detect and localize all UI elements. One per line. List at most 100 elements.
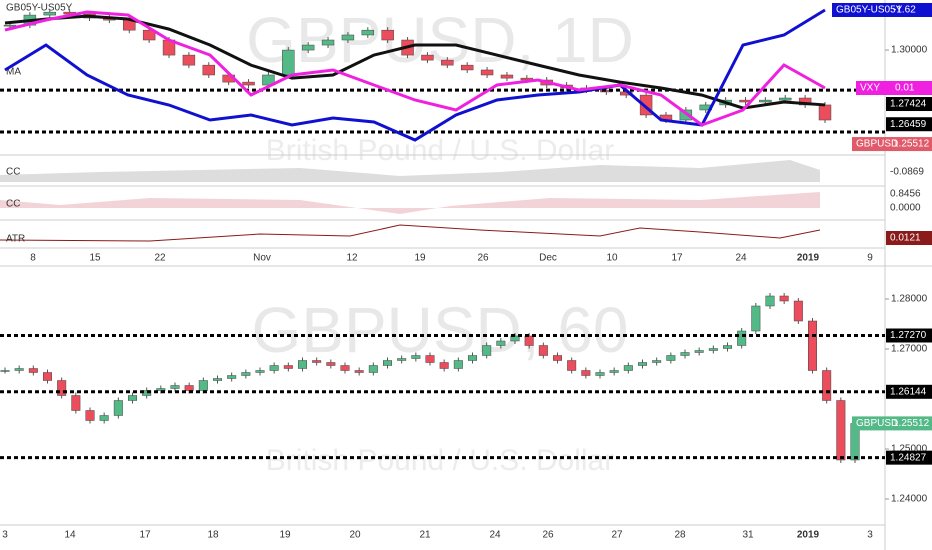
x-tick-label: 19: [279, 530, 291, 541]
candle: [609, 370, 619, 373]
x-tick-label: 10: [606, 253, 618, 264]
price-tag: [886, 117, 932, 132]
indicator-label: ATR: [6, 234, 25, 245]
candle: [639, 94, 653, 116]
candle: [340, 365, 350, 371]
candle: [765, 295, 775, 307]
price-tag-value: 1.25512: [893, 139, 930, 150]
x-tick-label: 22: [154, 253, 166, 264]
vix-tag-name: VXY: [860, 83, 880, 94]
candle: [14, 368, 24, 371]
x-tick-label: 17: [671, 253, 683, 264]
x-tick-label: 8: [30, 253, 36, 264]
candle: [283, 365, 293, 369]
candle: [312, 360, 322, 363]
candle: [538, 345, 548, 356]
candle: [0, 370, 10, 372]
candle: [397, 358, 407, 361]
indicator-label: CC: [6, 199, 20, 210]
x-tick-label: 2019: [797, 253, 820, 264]
x-tick-label: 31: [742, 530, 754, 541]
candle: [818, 104, 832, 121]
x-tick-label: 19: [414, 253, 426, 264]
candle: [182, 54, 196, 66]
y-tick-label: 1.24000: [891, 494, 928, 505]
x-tick-label: 14: [64, 530, 76, 541]
candle: [652, 360, 662, 363]
x-tick-label: 3: [2, 530, 8, 541]
candle: [759, 99, 772, 103]
price-tag-value: 1.25512: [893, 418, 930, 429]
candle: [581, 370, 591, 376]
x-tick-label: 3: [867, 530, 873, 541]
y-tick-label: 1.27000: [891, 344, 928, 355]
spread-tag-name: GB05Y-US05Y: [836, 5, 903, 16]
x-tick-label: 17: [139, 530, 151, 541]
candle: [496, 340, 506, 346]
candle: [361, 29, 375, 36]
cc-area: [0, 160, 820, 182]
candle: [500, 74, 514, 79]
indicator-value: -0.0869: [890, 167, 924, 178]
price-tag: [886, 97, 932, 112]
candle: [28, 368, 38, 373]
candle: [71, 395, 81, 411]
candle: [341, 34, 355, 41]
candle: [441, 59, 454, 66]
candle: [381, 29, 394, 41]
x-tick-label: 26: [542, 530, 554, 541]
candle: [57, 380, 67, 396]
candle: [425, 355, 435, 363]
candle: [793, 300, 803, 322]
candle: [321, 39, 335, 46]
price-tag-name: GBPUSD: [856, 139, 898, 150]
x-tick-label: 27: [611, 530, 623, 541]
candle: [751, 305, 761, 332]
x-tick-label: 24: [489, 530, 501, 541]
candle: [354, 370, 364, 373]
candle: [43, 372, 52, 381]
candle: [170, 385, 180, 389]
price-tag-value: 1.26459: [890, 119, 927, 130]
price-tag: [852, 137, 932, 152]
candle: [666, 355, 676, 361]
spread-tag: [832, 3, 932, 17]
candle: [213, 378, 222, 381]
x-tick-label: Dec: [539, 253, 557, 264]
candle: [524, 335, 534, 346]
candle: [142, 29, 156, 41]
candle: [383, 360, 392, 366]
vix-tag: [856, 81, 932, 95]
price-tag-value: 1.27270: [890, 330, 927, 341]
price-tag: [852, 416, 932, 431]
watermark-title: GBPUSD, 1D: [246, 4, 634, 76]
indicator-tick: 0.0000: [890, 203, 921, 214]
candle: [553, 355, 562, 361]
price-tag: [886, 384, 932, 399]
x-tick-label: 2019: [797, 530, 820, 541]
candle: [779, 295, 789, 302]
atr-value: 0.0121: [890, 233, 921, 244]
candle: [480, 69, 494, 76]
candle: [156, 388, 166, 391]
candle: [113, 400, 123, 416]
x-tick-label: 12: [346, 253, 358, 264]
candle: [680, 352, 690, 356]
candle: [808, 320, 817, 371]
watermark-subtitle: British Pound / U.S. Dollar: [266, 444, 614, 477]
candle: [242, 81, 255, 86]
spread-line: [4, 8, 826, 142]
candle: [836, 400, 846, 461]
candle: [198, 380, 208, 391]
candle: [460, 64, 474, 71]
indicator-tick: 0.8456: [890, 189, 921, 200]
candle: [623, 365, 633, 371]
candle: [255, 370, 265, 373]
candle: [737, 330, 747, 346]
watermark-title: GBPUSD, 60: [251, 294, 628, 366]
x-tick-label: 24: [735, 253, 747, 264]
candle: [227, 375, 237, 379]
candle: [301, 44, 315, 51]
x-tick-label: 28: [674, 530, 686, 541]
